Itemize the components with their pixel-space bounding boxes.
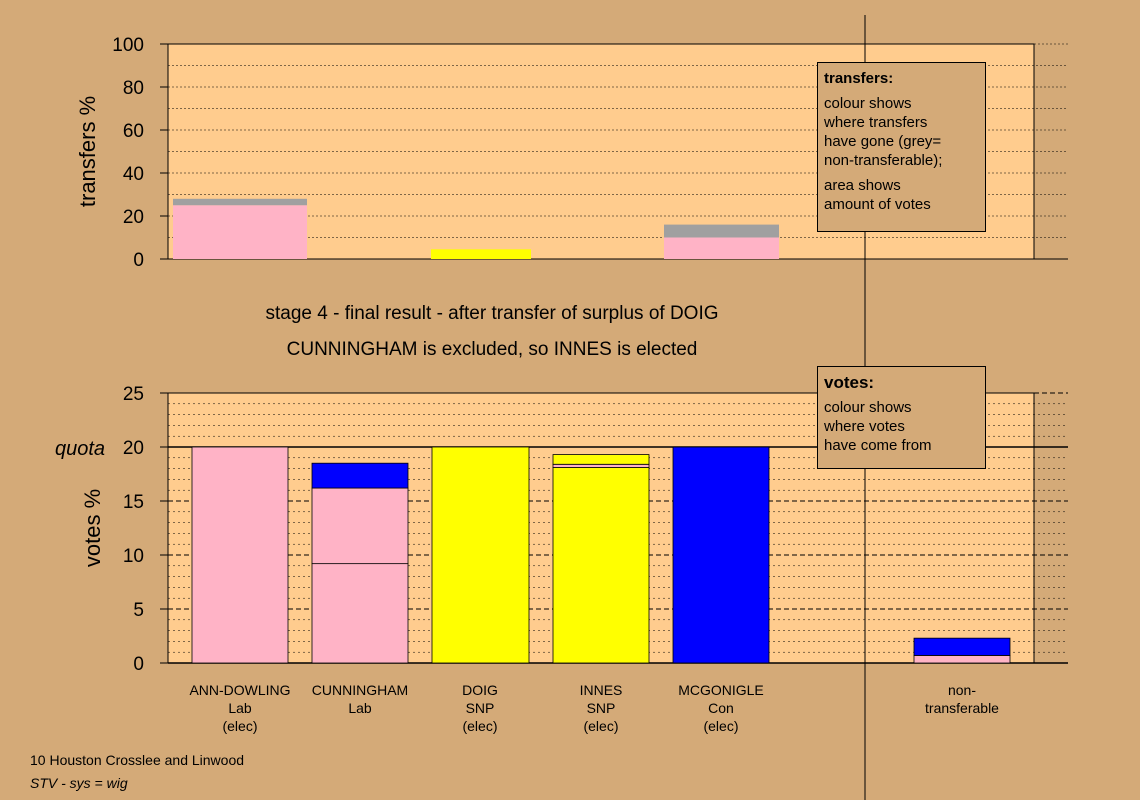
vote-bar-segment bbox=[191, 446, 289, 664]
votes-chart: 0 5 10 15 20 25 ANN-DOWLING Lab (elec) CUNNINGHA… bbox=[55, 384, 1068, 734]
transfers-legend-line: have gone (grey= bbox=[824, 133, 942, 150]
category-label: Lab bbox=[228, 700, 252, 716]
category-label: Lab bbox=[348, 700, 372, 716]
y-tick-label: 100 bbox=[112, 35, 144, 56]
category-label: (elec) bbox=[583, 718, 618, 734]
y-tick-label: 60 bbox=[123, 121, 144, 142]
category-label: (elec) bbox=[703, 718, 738, 734]
y-tick-label: 80 bbox=[123, 78, 144, 99]
votes-legend-title: votes: bbox=[824, 373, 875, 392]
y-tick-label: 20 bbox=[123, 438, 144, 459]
y-tick-label: 0 bbox=[133, 250, 144, 271]
vote-bar-segment bbox=[552, 454, 650, 465]
category-label: (elec) bbox=[462, 718, 497, 734]
category-label: MCGONIGLE bbox=[678, 682, 764, 698]
category-label: INNES bbox=[580, 682, 623, 698]
vote-bar-segment bbox=[311, 462, 409, 489]
y-tick-label: 10 bbox=[123, 546, 144, 567]
y-tick-label: 0 bbox=[133, 654, 144, 675]
vote-bar-segment bbox=[913, 655, 1011, 664]
votes-y-axis-label: votes % bbox=[80, 489, 105, 567]
transfer-bar-segment bbox=[431, 249, 531, 259]
transfers-legend-line: non-transferable); bbox=[824, 152, 943, 169]
votes-bars bbox=[191, 446, 1011, 664]
transfers-bars bbox=[173, 198, 779, 259]
y-tick-label: 40 bbox=[123, 164, 144, 185]
transfers-legend: transfers: colour shows where transfers … bbox=[817, 62, 986, 232]
category-label: SNP bbox=[466, 700, 495, 716]
transfers-legend-line: area shows bbox=[824, 177, 901, 194]
category-label: ANN-DOWLING bbox=[189, 682, 290, 698]
quota-label: quota bbox=[55, 438, 105, 460]
y-tick-label: 20 bbox=[123, 207, 144, 228]
vote-bar-segment bbox=[913, 637, 1011, 656]
transfer-bar-segment bbox=[173, 205, 307, 259]
transfers-legend-line: where transfers bbox=[824, 114, 928, 131]
votes-legend: votes: colour shows where votes have com… bbox=[817, 366, 986, 469]
y-tick-label: 15 bbox=[123, 492, 144, 513]
transfer-bar-segment bbox=[664, 237, 779, 259]
vote-bar-segment bbox=[431, 446, 530, 664]
vote-bar-segment bbox=[552, 463, 650, 468]
vote-bar-segment bbox=[552, 467, 650, 664]
category-label: Con bbox=[708, 700, 734, 716]
votes-legend-line: where votes bbox=[824, 418, 905, 435]
transfers-y-ticks: 0 20 40 60 80 100 bbox=[112, 35, 168, 271]
category-label: SNP bbox=[587, 700, 616, 716]
vote-bar-segment bbox=[672, 446, 770, 664]
category-label: transferable bbox=[925, 700, 999, 716]
transfers-legend-line: colour shows bbox=[824, 95, 912, 112]
transfers-y-axis-label: transfers % bbox=[75, 96, 100, 207]
transfer-bar-segment bbox=[173, 198, 307, 206]
votes-legend-line: colour shows bbox=[824, 399, 912, 416]
transfers-legend-title: transfers: bbox=[824, 70, 894, 87]
vote-bar-segment bbox=[311, 563, 409, 664]
votes-category-labels: ANN-DOWLING Lab (elec) CUNNINGHAM Lab DOIG SNP… bbox=[189, 682, 999, 734]
category-label: (elec) bbox=[222, 718, 257, 734]
votes-y-ticks: 0 5 10 15 20 25 bbox=[123, 384, 168, 675]
y-tick-label: 25 bbox=[123, 384, 144, 405]
constituency-name: 10 Houston Crosslee and Linwood bbox=[30, 752, 245, 768]
y-tick-label: 5 bbox=[133, 600, 144, 621]
vote-bar-segment bbox=[311, 487, 409, 565]
category-label: CUNNINGHAM bbox=[312, 682, 408, 698]
transfers-legend-line: amount of votes bbox=[824, 196, 931, 213]
votes-legend-line: have come from bbox=[824, 437, 932, 454]
stage-subtitle: CUNNINGHAM is excluded, so INNES is elec… bbox=[287, 339, 698, 360]
category-label: non- bbox=[948, 682, 976, 698]
stage-title: stage 4 - final result - after transfer … bbox=[265, 303, 718, 324]
system-note: STV - sys = wig bbox=[30, 775, 128, 791]
transfer-bar-segment bbox=[664, 224, 779, 238]
category-label: DOIG bbox=[462, 682, 498, 698]
